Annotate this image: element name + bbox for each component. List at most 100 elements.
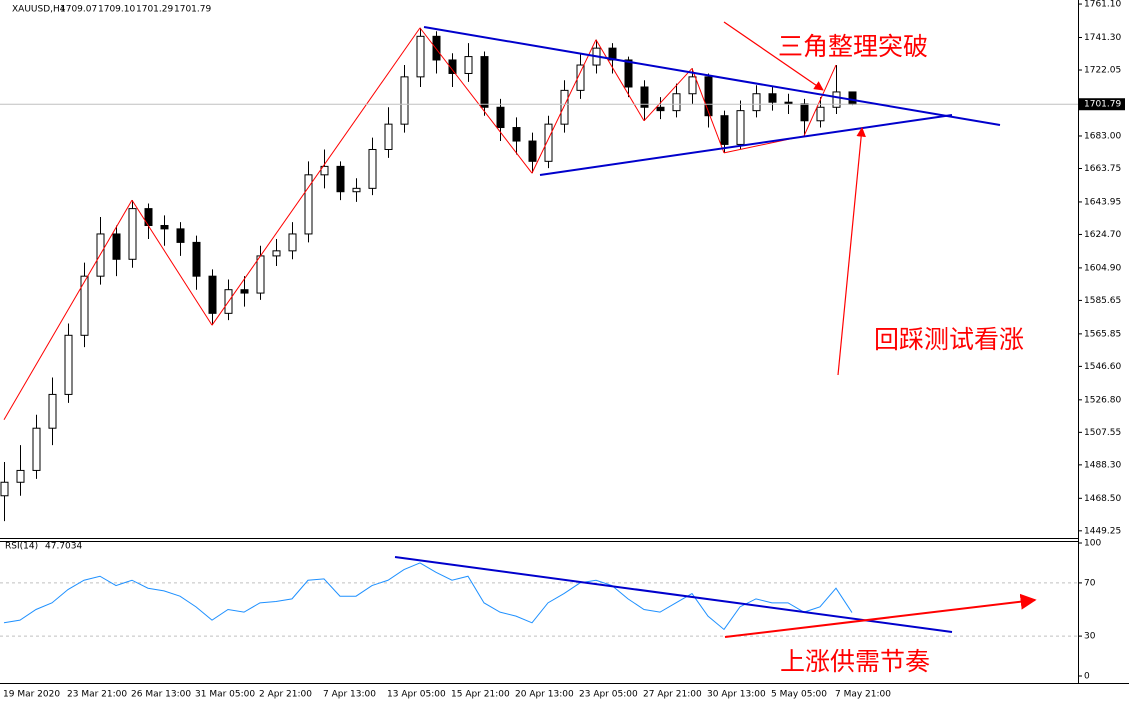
y-tick-label: 1565.85 [1084,329,1121,339]
y-tick-label: 1526.80 [1084,395,1121,405]
y-tick-label: 1604.90 [1084,263,1121,273]
zigzag-segment [803,64,837,137]
candle-body [464,56,473,74]
y-tick-label: 1663.75 [1084,164,1121,174]
rsi-line [3,562,853,631]
x-tick-label: 23 Mar 21:00 [67,690,127,700]
candle-body [272,250,281,257]
y-tick-label: 70 [1084,578,1096,588]
price-label-box [1079,98,1125,111]
x-tick-label: 20 Apr 13:00 [515,690,574,700]
quote: 1701.29 [136,5,173,15]
candle-body [400,76,409,125]
annotation: 回踩测试看涨 [874,325,1024,354]
candle-body [208,275,217,314]
indicator-value: 47.7034 [45,542,82,552]
x-tick-label: 5 May 05:00 [771,690,827,700]
candle-body [720,115,729,145]
zigzag-segment [531,39,597,174]
candle-body [512,127,521,142]
candle-body [176,228,185,243]
arrow [723,21,824,91]
y-tick-label: 0 [1084,672,1090,682]
candle-body [736,110,745,145]
candle-body [112,233,121,260]
candle-body [160,225,169,230]
price-label: 1701.79 [1084,100,1121,110]
drawings [394,21,1037,638]
candle-body [544,123,553,162]
y-tick-label: 30 [1084,632,1096,642]
x-tick-label: 2 Apr 21:00 [259,690,312,700]
symbol: XAUUSD,H4 [12,5,66,15]
zigzag-segment [3,199,133,421]
candle-body [624,59,633,88]
y-tick-label: 1507.55 [1084,428,1121,438]
candle-body [480,56,489,108]
annotation: 三角整理突破 [778,32,928,61]
candle-body [816,106,825,122]
candle-body [848,91,857,105]
y-tick-label: 1449.25 [1084,526,1121,536]
candle-body [16,469,25,483]
y-tick-label: 1741.30 [1084,33,1121,43]
quote: 1701.79 [174,5,211,15]
candle-body [336,165,345,193]
candle-body [432,35,441,61]
x-tick-label: 27 Apr 21:00 [643,690,702,700]
x-tick-label: 7 May 21:00 [835,690,891,700]
candle-body [752,93,761,112]
zigzag-segment [595,39,645,122]
y-tick-label: 100 [1084,539,1101,549]
y-tick-label: 1643.95 [1084,197,1121,207]
x-tick-label: 31 Mar 05:00 [195,690,255,700]
candle-body [320,165,329,176]
y-tick-label: 1624.70 [1084,230,1121,240]
x-tick-label: 19 Mar 2020 [3,690,60,700]
zigzag-segment [643,68,693,122]
trend-line [394,556,953,633]
candle-body [240,289,249,294]
candle-body [256,255,265,294]
candle-body [640,86,649,108]
x-tick-label: 30 Apr 13:00 [707,690,766,700]
candle-body [80,275,89,336]
quote: 1709.07 [60,5,97,15]
y-tick-label: 1546.60 [1084,362,1121,372]
frame [0,0,1129,684]
candle-body [192,241,201,277]
x-tick-label: 7 Apr 13:00 [323,690,376,700]
candle-body [784,101,793,105]
arrow [837,127,866,376]
candle-body [576,64,585,91]
candle-body [368,148,377,189]
arrow [724,593,1037,638]
candle-body [288,233,297,252]
y-tick-label: 1683.00 [1084,131,1121,141]
candle-body [384,123,393,150]
zigzag-segment [419,27,533,174]
x-tick-label: 13 Apr 05:00 [387,690,446,700]
x-tick-label: 15 Apr 21:00 [451,690,510,700]
candle-body [448,59,457,74]
candle-body [64,334,73,395]
candle-body [672,93,681,112]
candle-body [48,393,57,429]
candle-body [560,89,569,125]
annotation: 上涨供需节奏 [780,647,930,676]
candle-body [0,481,9,497]
y-tick-label: 1488.30 [1084,460,1121,470]
candle-body [528,140,537,162]
candle-body [32,427,41,471]
candle-body [688,76,697,95]
candle-body [704,76,713,117]
candle-body [416,35,425,78]
candle-body [304,174,313,235]
y-tick-label: 1585.65 [1084,296,1121,306]
indicator-name: RSI(14) [5,542,38,552]
trend-line [539,114,953,176]
candle-body [352,187,361,193]
